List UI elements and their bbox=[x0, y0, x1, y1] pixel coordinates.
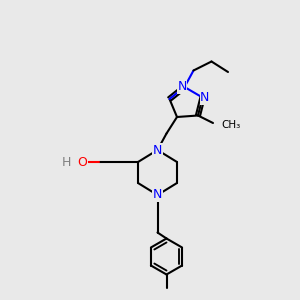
Text: N: N bbox=[200, 91, 210, 104]
Text: N: N bbox=[153, 143, 162, 157]
Text: N: N bbox=[177, 80, 187, 94]
Text: CH₃: CH₃ bbox=[221, 120, 241, 130]
Text: H: H bbox=[61, 155, 71, 169]
Text: N: N bbox=[153, 188, 162, 202]
Text: O: O bbox=[78, 155, 87, 169]
